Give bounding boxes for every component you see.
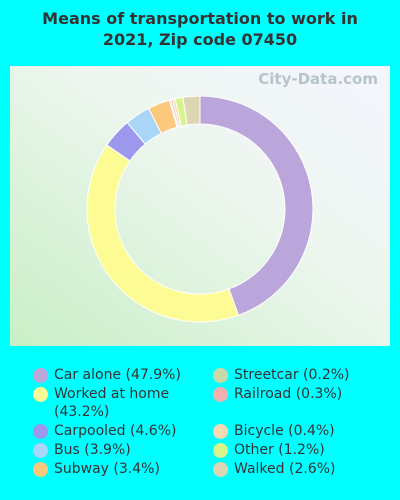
legend-name: Worked at home xyxy=(54,386,170,402)
legend-value: (43.2%) xyxy=(54,404,110,420)
donut-segment xyxy=(199,95,314,316)
legend-value: (0.3%) xyxy=(295,386,343,402)
donut-segment xyxy=(86,144,240,323)
legend-name: Walked xyxy=(234,461,285,477)
legend-value: (3.4%) xyxy=(113,461,160,477)
legend-item: Other (1.2%) xyxy=(213,441,383,459)
legend-label: Car alone (47.9%) xyxy=(54,366,181,384)
legend-swatch xyxy=(213,424,228,439)
legend-item: Railroad (0.3%) xyxy=(213,385,383,421)
legend-name: Bus xyxy=(54,442,80,458)
legend-swatch xyxy=(213,368,228,383)
legend-name: Railroad xyxy=(234,386,292,402)
legend-name: Other xyxy=(234,442,274,458)
legend-swatch xyxy=(33,368,48,383)
chart: City-Data.com xyxy=(10,66,390,346)
legend-name: Subway xyxy=(54,461,109,477)
legend-swatch xyxy=(33,424,48,439)
watermark: City-Data.com xyxy=(258,70,378,88)
legend-label: Bicycle (0.4%) xyxy=(234,422,335,440)
legend-name: Streetcar xyxy=(234,367,299,383)
legend-name: Bicycle xyxy=(234,423,284,439)
legend-label: Worked at home (43.2%) xyxy=(54,385,204,421)
legend-item: Bicycle (0.4%) xyxy=(213,422,383,440)
legend-item: Bus (3.9%) xyxy=(33,441,213,459)
legend-label: Railroad (0.3%) xyxy=(234,385,342,403)
legend-value: (0.4%) xyxy=(288,423,335,439)
legend-item: Worked at home (43.2%) xyxy=(33,385,213,421)
legend-item: Walked (2.6%) xyxy=(213,460,383,478)
legend: Car alone (47.9%) Worked at home (43.2%) C… xyxy=(33,366,393,478)
legend-swatch xyxy=(213,387,228,402)
legend-label: Streetcar (0.2%) xyxy=(234,366,350,384)
legend-value: (4.6%) xyxy=(129,423,177,439)
legend-swatch xyxy=(33,462,48,477)
chart-title: Means of transportation to work in 2021,… xyxy=(42,9,358,49)
legend-value: (47.9%) xyxy=(125,367,181,383)
legend-value: (0.2%) xyxy=(303,367,350,383)
legend-label: Walked (2.6%) xyxy=(234,460,335,478)
legend-item: Subway (3.4%) xyxy=(33,460,213,478)
legend-swatch xyxy=(213,443,228,458)
legend-label: Other (1.2%) xyxy=(234,441,325,459)
legend-swatch xyxy=(33,387,48,402)
legend-name: Carpooled xyxy=(54,423,126,439)
legend-item: Car alone (47.9%) xyxy=(33,366,213,384)
legend-value: (2.6%) xyxy=(288,461,336,477)
legend-item: Carpooled (4.6%) xyxy=(33,422,213,440)
legend-value: (3.9%) xyxy=(84,442,131,458)
legend-item: Streetcar (0.2%) xyxy=(213,366,383,384)
legend-value: (1.2%) xyxy=(278,442,325,458)
legend-swatch xyxy=(213,462,228,477)
legend-swatch xyxy=(33,443,48,458)
legend-label: Subway (3.4%) xyxy=(54,460,160,478)
legend-label: Bus (3.9%) xyxy=(54,441,131,459)
legend-label: Carpooled (4.6%) xyxy=(54,422,176,440)
donut-segment xyxy=(182,95,201,126)
legend-name: Car alone xyxy=(54,367,122,383)
